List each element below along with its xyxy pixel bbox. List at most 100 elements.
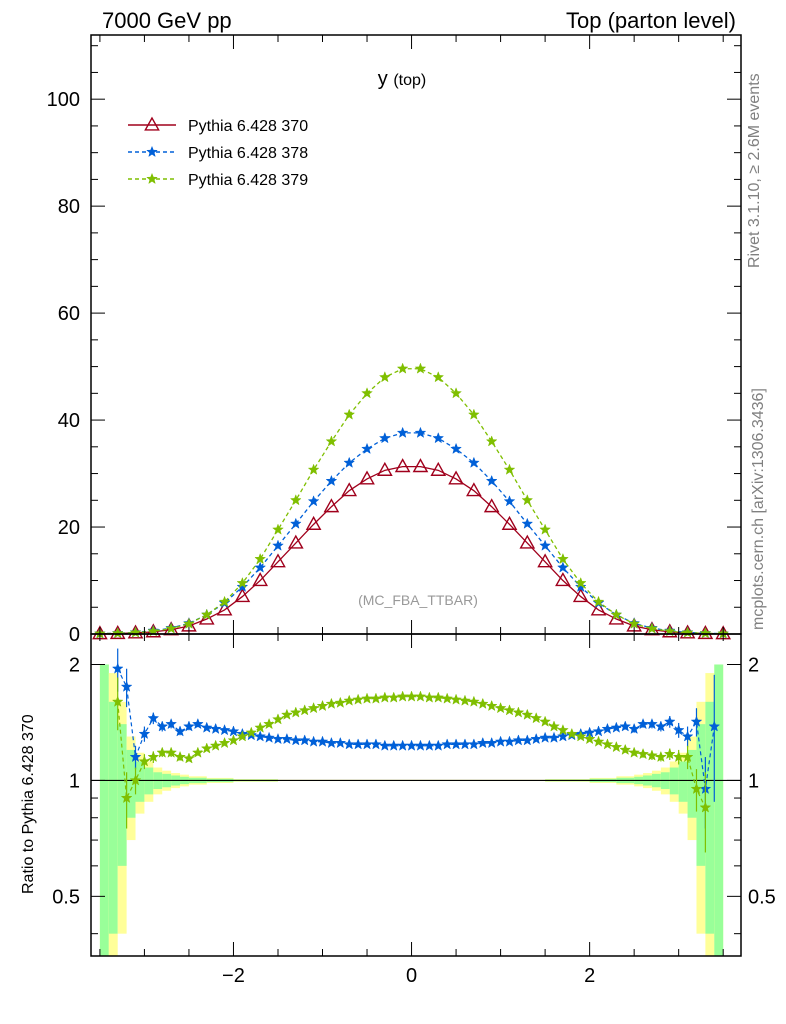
ratio-point	[245, 726, 258, 738]
data-point	[432, 432, 445, 444]
data-point	[165, 622, 178, 634]
ratio-point	[459, 738, 471, 750]
series-1	[92, 458, 732, 640]
ratio-point	[557, 724, 569, 736]
ratio-point	[254, 721, 267, 733]
data-point	[359, 470, 375, 485]
ratio-point	[183, 720, 195, 732]
data-point	[521, 517, 534, 529]
ratio-point	[414, 690, 427, 702]
data-point	[129, 626, 142, 638]
data-point	[272, 539, 284, 551]
ratio-point	[414, 739, 427, 751]
data-point	[343, 456, 356, 468]
main-plot-marks: (MC_FBA_TTBAR) y (top)	[92, 68, 732, 640]
ratio-point	[316, 699, 329, 712]
data-point	[289, 517, 302, 529]
ratio-point	[307, 735, 320, 747]
ratio-point	[307, 701, 320, 714]
ratio-point	[663, 747, 676, 760]
band-green-bin	[696, 724, 706, 866]
data-point	[485, 474, 498, 487]
data-point	[539, 539, 552, 551]
ratio-point	[637, 747, 649, 760]
data-point	[361, 442, 373, 454]
ratio-point	[183, 752, 195, 764]
ratio-point	[280, 732, 293, 745]
data-point	[254, 561, 267, 573]
y-tick-label: 40	[58, 410, 80, 432]
x-tick-label: 2	[584, 965, 595, 987]
ratio-point	[690, 782, 703, 795]
data-point	[343, 408, 356, 420]
data-point	[270, 553, 286, 568]
data-point	[557, 561, 569, 573]
ratio-point	[254, 730, 267, 742]
ratio-point	[218, 736, 231, 749]
ratio-point	[289, 734, 302, 746]
data-point	[254, 552, 267, 565]
ratio-point	[378, 691, 391, 703]
data-point	[216, 601, 233, 616]
series-line	[99, 465, 724, 635]
data-point	[467, 408, 480, 420]
data-point	[394, 458, 411, 473]
data-point	[236, 580, 249, 592]
data-point	[432, 371, 445, 383]
ratio-point	[441, 738, 454, 750]
x-tick-label: 0	[406, 965, 417, 987]
ratio-point	[370, 738, 382, 750]
data-point	[272, 523, 284, 535]
ratio-point	[227, 725, 240, 737]
ratio-point	[503, 704, 516, 716]
ratio-point	[672, 724, 685, 736]
ratio-point	[512, 706, 525, 718]
legend-entry: Pythia 6.428 370	[128, 116, 308, 135]
ratio-point	[610, 721, 623, 733]
series-line	[99, 368, 724, 635]
data-point	[252, 572, 269, 587]
ratio-point	[548, 731, 560, 743]
ratio-point	[370, 692, 382, 704]
ratio-point	[485, 736, 498, 749]
data-point	[287, 534, 304, 549]
data-point	[628, 617, 641, 629]
data-point	[503, 463, 516, 475]
ratio-point	[557, 730, 569, 742]
ratio-point	[236, 730, 249, 742]
ratio-point	[263, 717, 275, 730]
y-tick-label: 0	[69, 624, 80, 646]
band-green-bin	[135, 761, 145, 802]
ratio-point	[583, 732, 596, 745]
data-point	[200, 608, 213, 620]
y-tick-label: 60	[58, 303, 80, 325]
data-point	[590, 601, 607, 616]
ratio-point	[681, 750, 694, 763]
ratio-point	[441, 692, 454, 704]
legend-entry: Pythia 6.428 379	[128, 172, 308, 189]
ratio-point	[432, 691, 445, 703]
ratio-point	[690, 715, 703, 727]
plot-title: y (top)	[378, 68, 426, 90]
data-point	[610, 608, 623, 620]
ratio-point	[387, 739, 400, 751]
band-green-bin	[108, 701, 118, 934]
ratio-point	[592, 735, 605, 747]
data-point	[234, 588, 251, 603]
ratio-point	[619, 743, 632, 755]
ratio-point	[530, 732, 543, 745]
x-tick-label: −2	[222, 965, 245, 987]
ratio-point	[138, 755, 151, 767]
legend-entry: Pythia 6.428 378	[128, 145, 308, 162]
ratio-point	[423, 691, 436, 703]
data-point	[537, 553, 553, 568]
data-point	[608, 610, 625, 625]
ratio-point	[129, 750, 142, 763]
data-point	[430, 461, 447, 476]
ratio-point	[396, 690, 409, 702]
ratio-point	[200, 742, 213, 754]
data-point	[501, 515, 518, 530]
data-point	[592, 595, 605, 607]
ratio-plot-marks	[111, 648, 721, 853]
ratio-point	[476, 697, 489, 709]
